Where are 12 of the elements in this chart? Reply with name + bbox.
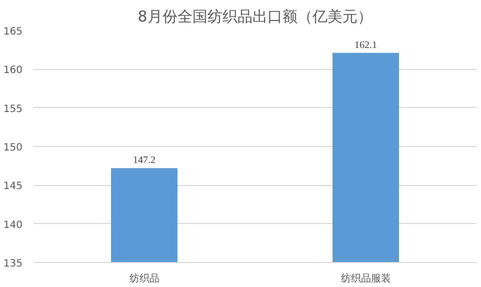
y-tick-label: 140	[3, 220, 23, 231]
y-tick-label: 145	[3, 181, 23, 192]
x-tick-label: 纺织品	[129, 272, 160, 284]
y-tick-label: 160	[3, 65, 23, 76]
chart-title: 8月份全国纺织品出口额（亿美元）	[138, 8, 372, 26]
x-tick-label: 纺织品服装	[340, 272, 391, 284]
data-label: 162.1	[354, 40, 377, 51]
y-tick-label: 135	[3, 258, 23, 270]
data-label: 147.2	[133, 155, 156, 166]
y-tick-label: 150	[3, 142, 23, 154]
y-tick-label: 165	[3, 26, 23, 38]
y-tick-label: 155	[3, 104, 23, 115]
